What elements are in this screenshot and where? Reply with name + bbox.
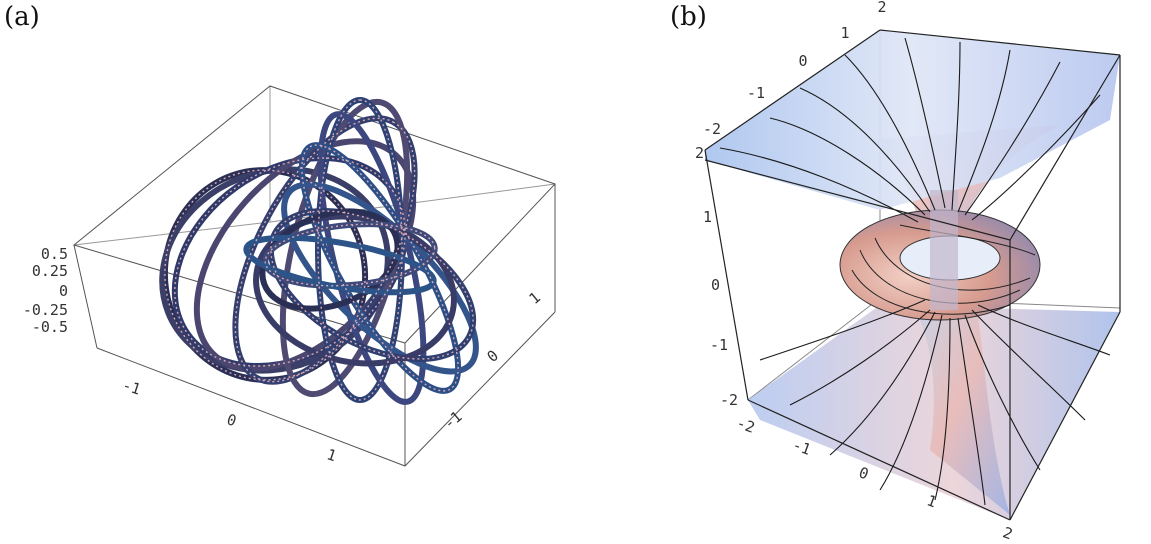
b-top-tick: 2 [877, 0, 886, 16]
b-z-tick: 0 [711, 276, 720, 294]
panel-b-label: (b) [670, 2, 707, 32]
b-z-tick: -2 [720, 391, 738, 409]
b-top-tick: -1 [747, 84, 765, 102]
a-y-tick: 1 [526, 288, 544, 308]
b-x-tick: 0 [856, 463, 871, 483]
b-top-tick: 1 [840, 24, 849, 42]
a-z-tick: -0.25 [23, 301, 68, 319]
b-x-tick: 1 [924, 491, 939, 511]
a-y-tick: -1 [440, 407, 465, 432]
b-x-tick: 2 [1000, 523, 1015, 543]
top-surface [705, 30, 1120, 210]
b-x-tick: -2 [734, 414, 757, 437]
b-z-tick: -1 [710, 336, 728, 354]
panel-a-rings-highlight [164, 99, 474, 401]
b-z-tick: 2 [695, 144, 704, 162]
a-z-tick: -0.5 [32, 318, 68, 336]
a-x-tick: -1 [120, 376, 143, 399]
panel-a-label: (a) [4, 2, 40, 32]
a-x-tick: 1 [324, 445, 338, 465]
panel-b-box-front [704, 29, 1121, 521]
panel-a-box [72, 85, 556, 467]
a-z-tick: 0.5 [41, 245, 68, 263]
b-top-tick: -2 [703, 120, 721, 138]
funnel-lower [905, 290, 1010, 515]
b-z-tick: 1 [703, 208, 712, 226]
a-z-tick: 0.25 [32, 262, 68, 280]
a-z-tick: 0 [59, 282, 68, 300]
field-lines [719, 37, 1111, 506]
b-top-tick: 0 [798, 52, 807, 70]
panel-a-rings [159, 97, 479, 405]
a-y-tick: 0 [484, 346, 502, 366]
a-x-tick: 0 [224, 410, 238, 430]
torus [839, 190, 1041, 321]
b-x-tick: -1 [790, 436, 813, 459]
